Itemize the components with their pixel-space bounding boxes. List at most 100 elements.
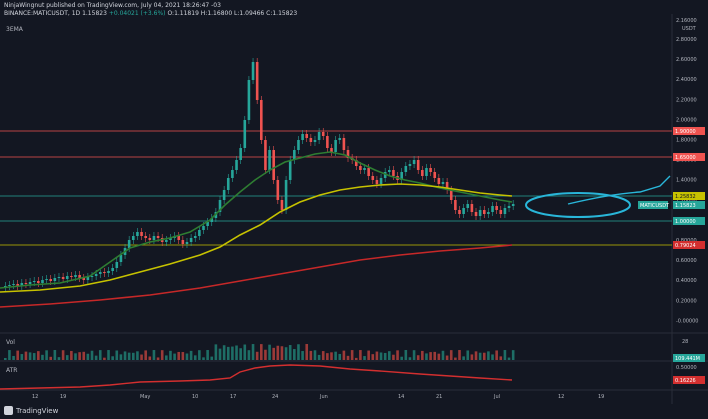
volume-bar xyxy=(90,350,94,360)
volume-bar xyxy=(301,351,304,360)
volume-bar xyxy=(206,350,209,360)
volume-bar xyxy=(416,355,420,360)
symbol-price-tag: MATICUSDT 1.15823 xyxy=(638,201,705,209)
volume-bar xyxy=(193,355,197,360)
candle-body xyxy=(342,138,346,150)
volume-bar xyxy=(309,350,313,360)
candle-body xyxy=(255,62,259,100)
candle-body xyxy=(346,150,350,158)
volume-bar xyxy=(466,350,470,360)
volume-bar xyxy=(371,354,375,360)
candle-body xyxy=(276,180,280,200)
price-axis-tick: 1.80000 xyxy=(676,138,697,144)
resistance-tag-2: 1.65000 xyxy=(673,153,705,161)
volume-bar xyxy=(20,354,24,360)
volume-bar xyxy=(61,350,65,360)
candle-body xyxy=(470,204,474,212)
candle-body xyxy=(86,277,90,280)
candle-body xyxy=(132,236,135,240)
drawn-trend-arrow-annotation[interactable] xyxy=(567,175,671,205)
volume-bar xyxy=(45,350,48,360)
candle-body xyxy=(127,240,131,248)
volume-bar xyxy=(425,353,428,360)
candle-body xyxy=(272,150,275,180)
volume-bar xyxy=(115,350,119,360)
volume-bar xyxy=(70,350,73,360)
candle-body xyxy=(313,140,317,142)
atr-line xyxy=(0,364,513,390)
volume-bar xyxy=(185,353,189,360)
volume-bar xyxy=(152,350,156,360)
volume-bar xyxy=(160,350,164,360)
ohlc-values: O:1.11819 H:1.16800 L:1.09466 C:1.15823 xyxy=(167,10,298,17)
candle-body xyxy=(148,238,152,240)
candle-body xyxy=(49,279,53,281)
symbol-tag-name: MATICUSDT xyxy=(640,203,670,209)
candle-body xyxy=(115,262,119,268)
candle-body xyxy=(12,284,15,285)
symbol-legend: BINANCE:MATICUSDT, 1D 1.15823 +0.04021 (… xyxy=(4,10,297,18)
volume-bar xyxy=(268,344,271,360)
candle-body xyxy=(140,232,143,236)
volume-axis-tick: 28 xyxy=(682,339,688,345)
candle-body xyxy=(338,138,342,140)
candle-body xyxy=(198,230,201,236)
candle-body xyxy=(74,275,77,277)
candle-body xyxy=(98,272,102,274)
candle-body xyxy=(61,277,65,279)
volume-bar xyxy=(202,357,205,360)
drawn-ellipse-annotation[interactable] xyxy=(525,192,631,218)
volume-bar xyxy=(119,354,123,360)
price-axis-tick: 1.40000 xyxy=(676,178,697,184)
volume-bar xyxy=(260,344,263,360)
atr-indicator-label[interactable]: ATR xyxy=(6,367,18,374)
volume-bar xyxy=(94,355,98,360)
volume-bar xyxy=(251,344,255,360)
volume-bar xyxy=(111,356,114,360)
time-axis[interactable]: 12 19 May 10 17 24 Jun 14 21 Jul 12 19 xyxy=(32,394,604,400)
volume-bar xyxy=(177,351,181,360)
volume-histogram[interactable] xyxy=(4,344,515,360)
symbol-name[interactable]: BINANCE:MATICUSDT, 1D xyxy=(4,10,81,17)
volume-bar xyxy=(462,356,465,360)
volume-bar xyxy=(441,350,445,360)
time-axis-label: 19 xyxy=(598,394,604,400)
candle-body xyxy=(511,204,515,206)
candle-body xyxy=(165,240,168,242)
price-axis-ticks[interactable]: 2.80000 2.60000 2.40000 2.20000 2.00000 1.800… xyxy=(676,37,698,324)
volume-bar xyxy=(367,350,370,360)
ema-tag-value: 1.25832 xyxy=(675,194,696,200)
volume-bar xyxy=(392,354,395,360)
ema-indicator-label[interactable]: 3EMA xyxy=(6,26,23,33)
tradingview-logo-icon xyxy=(4,406,13,415)
publish-info: NinjaWingnut published on TradingView.co… xyxy=(4,2,221,9)
candle-body xyxy=(305,134,309,138)
support-tag: 1.00000 xyxy=(673,217,705,225)
candle-body xyxy=(45,279,48,280)
volume-bar xyxy=(53,350,57,360)
volume-bar xyxy=(400,356,403,360)
volume-bar xyxy=(8,350,11,360)
candle-body xyxy=(119,255,123,262)
price-axis-tick: 2.80000 xyxy=(676,37,697,43)
volume-bar xyxy=(181,352,185,360)
candle-body xyxy=(94,274,98,276)
candle-body xyxy=(32,281,36,282)
candle-body xyxy=(437,178,441,184)
price-change: +0.04021 (+3.6%) xyxy=(108,10,166,17)
footer-brand[interactable]: TradingView xyxy=(4,406,58,415)
volume-bar xyxy=(226,346,230,360)
resistance-tag-2-value: 1.65000 xyxy=(675,155,696,161)
candlestick-series[interactable] xyxy=(4,58,515,292)
candle-body xyxy=(487,212,490,214)
volume-indicator-label[interactable]: Vol xyxy=(6,339,15,346)
candle-body xyxy=(507,206,511,208)
long-ema-tag: 0.79024 xyxy=(673,241,705,249)
candle-body xyxy=(425,168,428,176)
volume-bar xyxy=(487,351,490,360)
candle-body xyxy=(416,160,420,170)
volume-bar xyxy=(218,348,222,360)
candle-body xyxy=(354,160,358,166)
candle-body xyxy=(268,150,271,170)
